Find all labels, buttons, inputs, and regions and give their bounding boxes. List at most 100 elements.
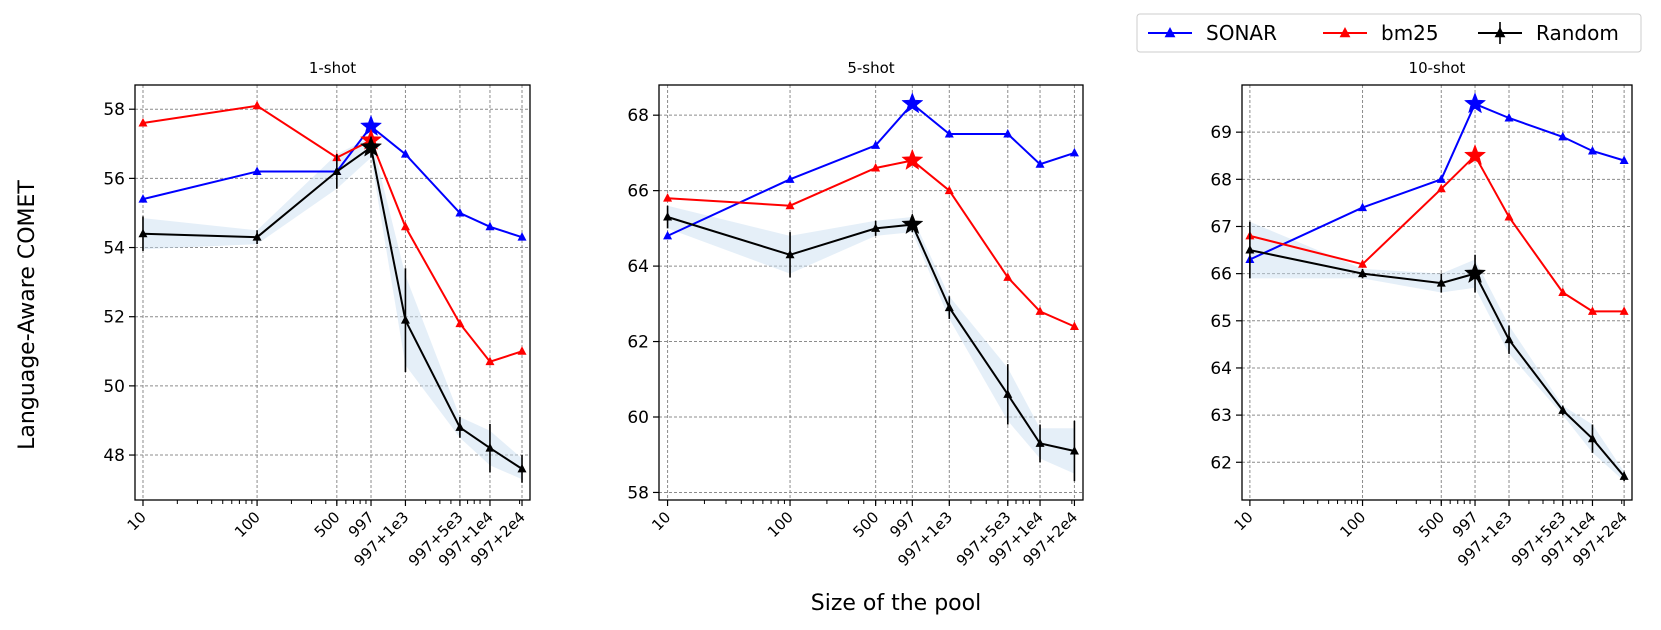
y-tick-label: 52	[103, 308, 125, 328]
series-line-sonar	[667, 102, 1075, 237]
y-tick-label: 69	[1210, 123, 1232, 143]
data-point	[1035, 306, 1045, 315]
data-point	[1035, 159, 1045, 168]
data-point	[455, 207, 465, 217]
chart-title: 1-shot	[309, 59, 356, 77]
data-point	[455, 422, 465, 431]
legend-marker	[1494, 27, 1506, 38]
data-point	[252, 166, 262, 175]
data-point	[871, 223, 881, 232]
y-tick-label: 67	[1210, 217, 1232, 237]
best-star-marker	[1463, 261, 1487, 284]
data-point	[1436, 183, 1446, 193]
y-tick-label: 48	[103, 446, 125, 466]
chart-title: 5-shot	[847, 59, 894, 77]
data-point	[1003, 389, 1013, 398]
legend-entry-bm25: bm25	[1323, 21, 1439, 45]
y-tick-label: 62	[627, 333, 649, 353]
data-point	[663, 212, 673, 221]
data-point	[517, 463, 527, 473]
y-tick-label: 63	[1210, 406, 1232, 426]
y-tick-label: 58	[103, 100, 125, 120]
y-tick-label: 64	[627, 257, 649, 277]
data-point	[1436, 278, 1446, 287]
legend-entry-sonar: SONAR	[1148, 21, 1277, 45]
legend-label: SONAR	[1206, 21, 1277, 45]
data-point	[138, 118, 148, 127]
data-point	[1558, 287, 1568, 296]
series-line-bm25	[142, 104, 523, 363]
data-point	[1069, 147, 1079, 157]
y-tick-label: 56	[103, 169, 125, 189]
data-point	[400, 149, 410, 158]
data-point	[485, 221, 495, 231]
legend-entry-random: Random	[1478, 21, 1619, 45]
data-point	[1245, 245, 1255, 254]
y-tick-label: 64	[1210, 359, 1232, 379]
y-tick-label: 58	[627, 483, 649, 503]
series-line-random	[667, 216, 1075, 452]
data-point	[485, 443, 495, 452]
series-line-random	[1249, 249, 1625, 478]
data-point	[1619, 155, 1629, 164]
data-point	[252, 100, 262, 110]
chart-title: 10-shot	[1409, 59, 1466, 77]
data-point	[1558, 131, 1568, 141]
data-point	[1587, 146, 1597, 155]
data-point	[1587, 433, 1597, 443]
data-point	[332, 166, 342, 175]
x-tick-label: 500	[311, 508, 344, 541]
data-point	[1436, 174, 1446, 183]
data-point	[1558, 405, 1568, 414]
y-tick-label: 66	[627, 182, 649, 202]
figure-ylabel: Language-Aware COMET	[15, 180, 40, 450]
best-star-marker	[1463, 143, 1487, 166]
data-point	[785, 200, 795, 210]
y-tick-label: 68	[1210, 170, 1232, 190]
data-point	[1619, 306, 1629, 315]
x-tick-label: 100	[231, 508, 264, 541]
data-point	[400, 315, 410, 324]
y-tick-label: 66	[1210, 265, 1232, 285]
data-point	[1358, 268, 1368, 278]
series-line-sonar	[142, 125, 523, 239]
x-tick-label: 10	[1230, 508, 1256, 534]
figure-xlabel: Size of the pool	[811, 591, 981, 616]
data-point	[1003, 129, 1013, 138]
series-line-bm25	[1249, 154, 1625, 313]
data-point	[1504, 334, 1514, 344]
y-tick-label: 54	[103, 239, 125, 259]
legend-label: bm25	[1381, 21, 1439, 45]
data-point	[1003, 272, 1013, 281]
data-point	[138, 194, 148, 203]
best-star-marker	[901, 148, 924, 170]
random-confidence-band	[667, 205, 1075, 474]
data-point	[663, 230, 673, 240]
data-point	[1069, 445, 1079, 455]
x-tick-label: 10	[648, 508, 674, 534]
best-star-marker	[901, 92, 924, 114]
best-star-marker	[359, 135, 383, 157]
data-point	[944, 302, 954, 312]
x-tick-label: 500	[1415, 508, 1448, 541]
series-line-random	[142, 145, 523, 470]
data-point	[1619, 471, 1629, 480]
random-confidence-band	[143, 136, 522, 480]
data-point	[485, 356, 495, 366]
y-tick-label: 65	[1210, 312, 1232, 332]
y-tick-label: 50	[103, 377, 125, 397]
legend: SONAR bm25 Random	[1136, 13, 1642, 53]
data-point	[785, 174, 795, 183]
data-point	[1504, 113, 1514, 122]
data-point	[517, 346, 527, 355]
data-point	[138, 228, 148, 238]
data-point	[785, 249, 795, 259]
series-line-sonar	[1249, 102, 1625, 261]
x-tick-label: 500	[849, 508, 882, 541]
legend-marker	[1164, 27, 1176, 38]
x-tick-label: 100	[1336, 508, 1369, 541]
data-point	[400, 221, 410, 231]
